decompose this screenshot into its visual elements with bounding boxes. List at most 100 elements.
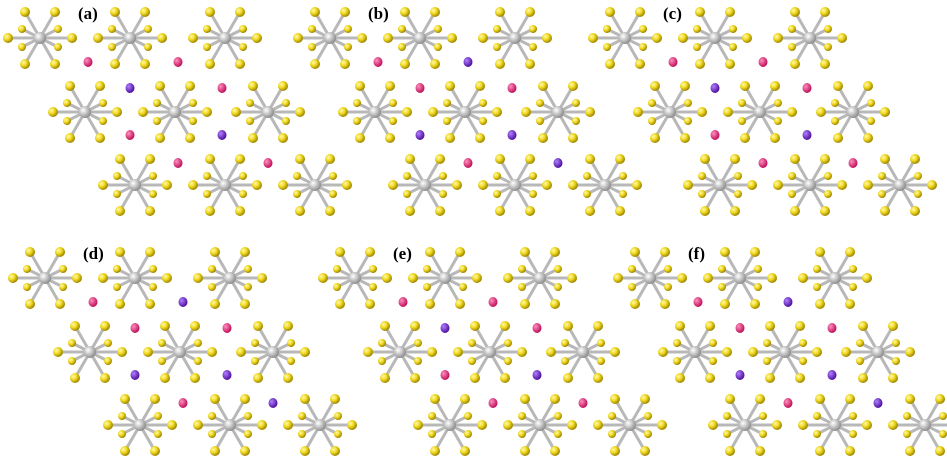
ion (759, 57, 768, 67)
ligand-atom (658, 347, 668, 357)
ligand-atom (572, 99, 580, 107)
ligand-atom (403, 172, 411, 180)
ion (711, 83, 720, 93)
molecule (48, 81, 122, 143)
ligand-atom (20, 59, 30, 69)
molecule (3, 7, 77, 69)
ligand-atom (610, 446, 620, 456)
ligand-atom (720, 247, 730, 257)
ligand-atom (150, 446, 160, 456)
ligand-atom (405, 206, 415, 216)
ligand-atom (251, 339, 259, 347)
ligand-atom (445, 133, 455, 143)
molecule (478, 154, 552, 216)
ligand-atom (479, 99, 487, 107)
center-atom (779, 346, 791, 358)
ligand-atom (905, 347, 915, 357)
ligand-atom (430, 394, 440, 404)
ligand-atom (585, 206, 595, 216)
ligand-atom (434, 25, 442, 33)
ligand-atom (185, 81, 195, 91)
ligand-atom (20, 7, 30, 17)
ligand-atom (795, 373, 805, 383)
molecule (103, 394, 177, 456)
ligand-atom (700, 154, 710, 164)
ligand-atom (388, 180, 398, 190)
ligand-atom (845, 247, 855, 257)
ligand-atom (583, 172, 591, 180)
ligand-atom (720, 299, 730, 309)
ligand-atom (820, 154, 830, 164)
ligand-atom (630, 299, 640, 309)
ligand-atom (335, 299, 345, 309)
ligand-atom (845, 394, 855, 404)
molecule (413, 394, 487, 456)
ligand-atom (428, 412, 436, 420)
ligand-atom (240, 247, 250, 257)
center-atom (829, 419, 841, 431)
center-atom (484, 346, 496, 358)
ion (784, 398, 793, 408)
ligand-atom (188, 33, 198, 43)
ligand-atom (160, 373, 170, 383)
ligand-atom (193, 420, 203, 430)
ligand-atom (856, 357, 864, 365)
ligand-atom (252, 180, 262, 190)
ligand-atom (550, 446, 560, 456)
ligand-atom (718, 283, 726, 291)
ligand-atom (398, 43, 406, 51)
ligand-atom (849, 265, 857, 273)
ligand-atom (500, 321, 510, 331)
ligand-atom (730, 206, 740, 216)
ligand-atom (935, 446, 945, 456)
center-atom (219, 32, 231, 44)
ligand-atom (493, 43, 501, 51)
ligand-atom (529, 25, 537, 33)
ligand-atom (423, 265, 431, 273)
molecule (138, 81, 212, 143)
ligand-atom (115, 206, 125, 216)
ligand-atom (790, 206, 800, 216)
ligand-atom (113, 283, 121, 291)
ligand-atom (335, 247, 345, 257)
ligand-atom (820, 206, 830, 216)
ligand-atom (145, 154, 155, 164)
ligand-atom (910, 154, 920, 164)
ligand-atom (538, 81, 548, 91)
molecule (293, 7, 367, 69)
molecule (863, 154, 937, 216)
ligand-atom (892, 357, 900, 365)
ligand-atom (59, 283, 67, 291)
center-atom (644, 272, 656, 284)
ligand-atom (244, 265, 252, 273)
ion (579, 398, 588, 408)
ligand-atom (459, 283, 467, 291)
ligand-atom (236, 347, 246, 357)
ligand-atom (293, 33, 303, 43)
ligand-atom (597, 339, 605, 347)
ligand-atom (287, 339, 295, 347)
ligand-atom (99, 99, 107, 107)
ligand-atom (635, 7, 645, 17)
ion (533, 370, 542, 380)
ligand-atom (248, 81, 258, 91)
molecule (503, 247, 577, 309)
center-atom (804, 179, 816, 191)
ligand-atom (455, 247, 465, 257)
ion (264, 158, 273, 168)
ion (131, 323, 140, 333)
ligand-atom (308, 43, 316, 51)
ligand-atom (298, 430, 306, 438)
ligand-atom (529, 43, 537, 51)
ion (784, 297, 793, 307)
ligand-atom (613, 273, 623, 283)
molecule (8, 247, 82, 309)
ligand-atom (239, 25, 247, 33)
ligand-atom (330, 446, 340, 456)
ligand-atom (813, 283, 821, 291)
ligand-atom (610, 347, 620, 357)
ligand-atom (567, 273, 577, 283)
center-atom (262, 106, 274, 118)
ligand-atom (563, 373, 573, 383)
ligand-atom (605, 7, 615, 17)
